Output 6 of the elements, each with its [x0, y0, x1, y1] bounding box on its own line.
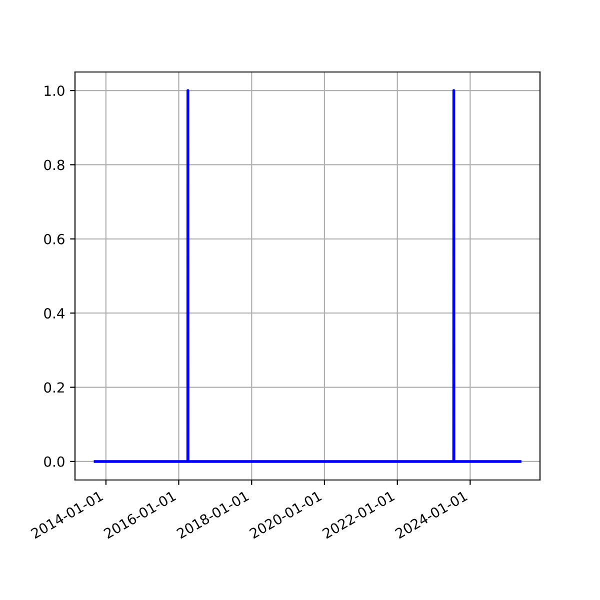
y-tick-label: 0.0	[44, 456, 64, 467]
y-tick-label: 0.2	[44, 382, 64, 393]
y-tick-label: 0.6	[44, 234, 64, 244]
y-tick-label: 1.0	[44, 86, 64, 96]
y-tick-label: 0.8	[44, 160, 64, 170]
y-tick-label: 0.4	[44, 308, 64, 319]
